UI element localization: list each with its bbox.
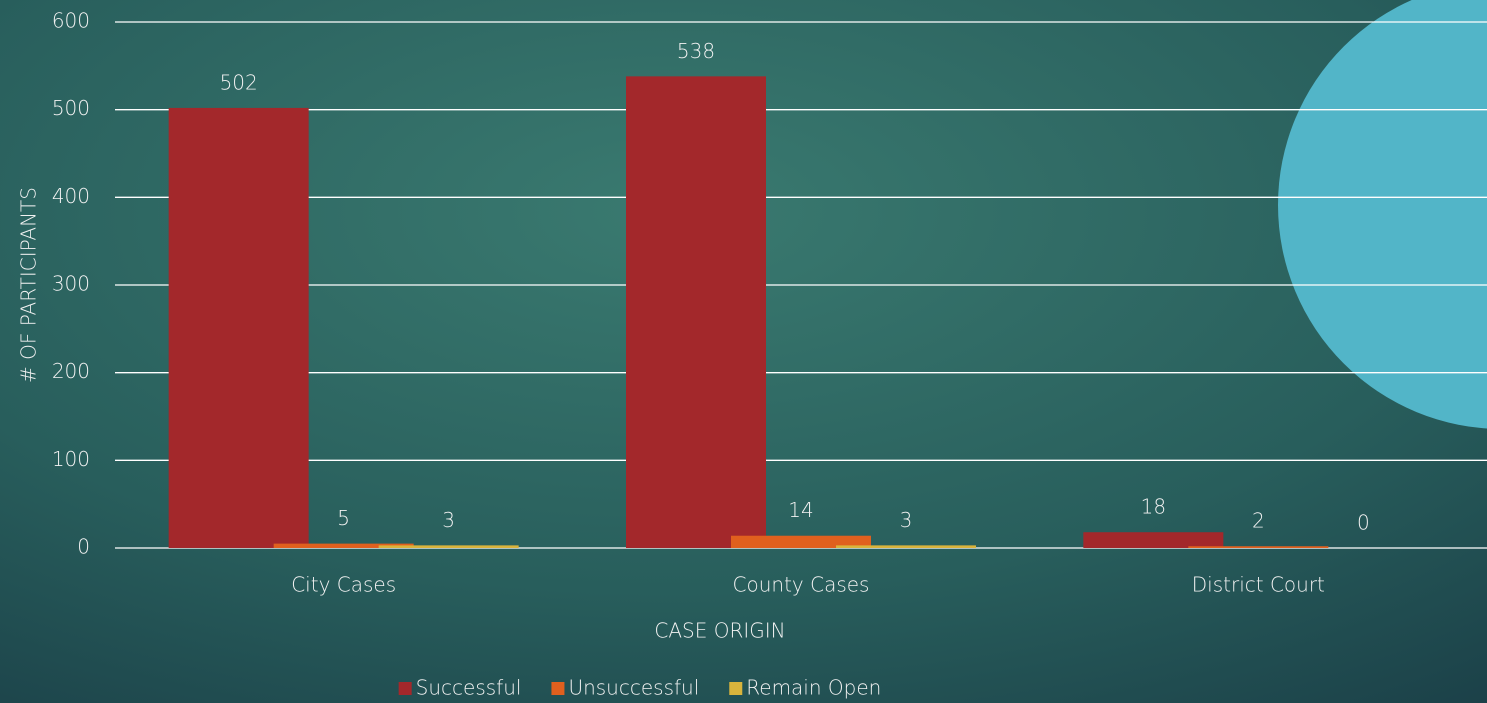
x-tick-label: County Cases xyxy=(733,573,870,597)
bar xyxy=(731,535,871,548)
value-label: 3 xyxy=(900,508,913,532)
y-tick-label: 300 xyxy=(52,272,90,296)
legend-swatch xyxy=(398,682,412,695)
x-tick-label: District Court xyxy=(1192,573,1325,597)
value-label: 502 xyxy=(220,70,258,94)
value-label: 0 xyxy=(1357,511,1370,535)
y-tick-label: 100 xyxy=(52,447,90,471)
bar xyxy=(836,545,976,548)
decor-circle xyxy=(1278,0,1487,429)
y-axis-title: # OF PARTICIPANTS xyxy=(17,187,41,383)
x-axis-title: CASE ORIGIN xyxy=(654,619,785,643)
y-tick-label: 200 xyxy=(52,359,90,383)
bar xyxy=(378,545,519,548)
x-tick-label: City Cases xyxy=(291,573,396,597)
y-tick-label: 0 xyxy=(77,535,90,559)
value-label: 18 xyxy=(1141,495,1166,519)
y-tick-label: 400 xyxy=(52,184,90,208)
value-label: 3 xyxy=(442,508,455,532)
bar xyxy=(626,76,766,548)
legend-label: Unsuccessful xyxy=(568,676,699,700)
legend-label: Remain Open xyxy=(746,676,881,700)
y-tick-label: 500 xyxy=(52,96,90,120)
value-label: 2 xyxy=(1252,509,1265,533)
bar xyxy=(168,107,309,548)
legend-label: Successful xyxy=(416,676,522,700)
value-label: 14 xyxy=(788,498,813,522)
value-label: 5 xyxy=(337,506,350,530)
bar xyxy=(1083,532,1224,548)
bar xyxy=(273,543,414,548)
bar xyxy=(1188,546,1329,548)
legend-swatch xyxy=(551,682,565,695)
value-label: 538 xyxy=(677,39,715,63)
y-tick-label: 600 xyxy=(52,9,90,33)
legend-swatch xyxy=(729,682,743,695)
